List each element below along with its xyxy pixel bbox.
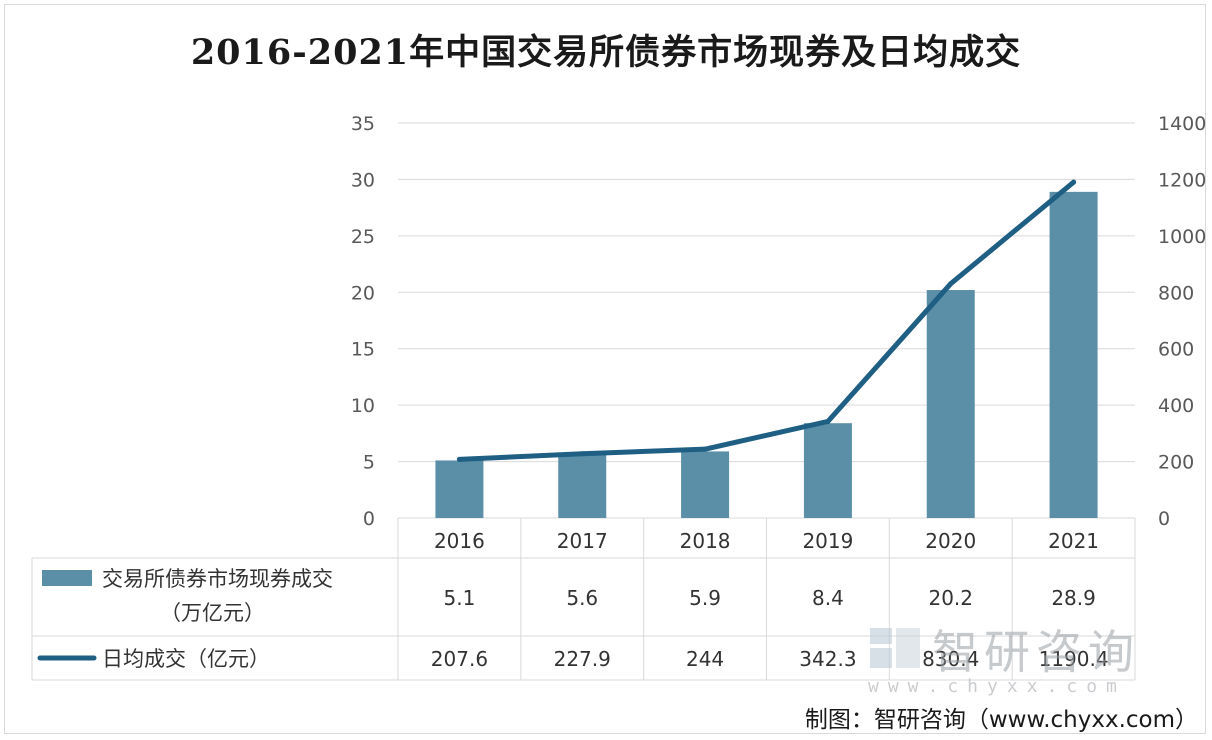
bar-value-label: 5.6: [566, 586, 598, 610]
right-tick-label: 1400: [1158, 113, 1206, 135]
bar: [803, 423, 852, 518]
bar-value-label: 5.9: [689, 586, 721, 610]
category-label: 2016: [434, 529, 485, 553]
category-label: 2020: [925, 529, 976, 553]
right-tick-label: 800: [1158, 282, 1194, 304]
left-tick-label: 25: [351, 226, 375, 248]
bar-series: [435, 191, 1098, 519]
legend-bar-swatch: [42, 570, 92, 586]
category-label: 2021: [1048, 529, 1099, 553]
line-point: [456, 456, 462, 462]
watermark: 智研咨询 www.chyxx.com: [868, 616, 1188, 697]
left-tick-label: 15: [351, 339, 375, 361]
line-value-label: 227.9: [554, 647, 611, 671]
legend-line-name: 日均成交（亿元）: [102, 647, 270, 671]
right-tick-label: 1000: [1158, 226, 1206, 248]
legend-bar-name-unit: （万亿元）: [160, 601, 265, 625]
line-value-label: 1190.4: [1039, 647, 1109, 671]
left-tick-label: 30: [351, 169, 375, 191]
left-axis-ticks: 0 5 10 15 20 25 30 35: [351, 113, 375, 530]
legend-bar-name: 交易所债券市场现券成交: [102, 567, 333, 591]
bar: [1049, 191, 1098, 519]
right-tick-label: 600: [1158, 339, 1194, 361]
right-tick-label: 1200: [1158, 169, 1206, 191]
watermark-logo-icon: [870, 628, 920, 668]
right-axis-ticks: 0 200 400 600 800 1000 1200 1400: [1158, 113, 1206, 530]
watermark-url: www.chyxx.com: [868, 676, 1126, 697]
bar: [926, 290, 975, 518]
bar-value-label: 8.4: [812, 586, 844, 610]
line-point: [579, 451, 585, 457]
chart-frame: [4, 4, 1206, 734]
bar-value-label: 28.9: [1051, 586, 1096, 610]
category-label: 2018: [680, 529, 731, 553]
line-point: [948, 281, 954, 287]
line-value-label: 244: [686, 647, 724, 671]
category-label: 2017: [557, 529, 608, 553]
line-value-label: 830.4: [922, 647, 979, 671]
left-tick-label: 5: [363, 452, 375, 474]
left-tick-label: 10: [351, 395, 375, 417]
line-path: [456, 179, 1077, 462]
right-tick-label: 200: [1158, 452, 1194, 474]
left-tick-label: 0: [363, 508, 375, 530]
line-value-label: 207.6: [431, 647, 488, 671]
line-point: [702, 446, 708, 452]
line-series: [456, 179, 1077, 462]
bar: [681, 451, 730, 518]
right-tick-label: 0: [1158, 508, 1170, 530]
line-point: [825, 418, 831, 424]
left-tick-label: 35: [351, 113, 375, 135]
line-point: [1071, 179, 1077, 185]
bar-value-label: 20.2: [928, 586, 973, 610]
category-label: 2019: [802, 529, 853, 553]
line-value-label: 342.3: [799, 647, 856, 671]
bar-value-label: 5.1: [444, 586, 476, 610]
left-tick-label: 20: [351, 282, 375, 304]
right-tick-label: 400: [1158, 395, 1194, 417]
chart-title: 2016-2021年中国交易所债券市场现券及日均成交: [190, 32, 1022, 73]
bar: [558, 454, 607, 518]
data-table: 2016 2017 2018 2019 2020 2021 5.1 5.6 5.9 8.4 20.2…: [31, 518, 1136, 681]
watermark-name: 智研咨询: [932, 625, 1140, 679]
source-note: 制图：智研咨询（www.chyxx.com）: [804, 707, 1198, 733]
bar: [435, 460, 484, 518]
